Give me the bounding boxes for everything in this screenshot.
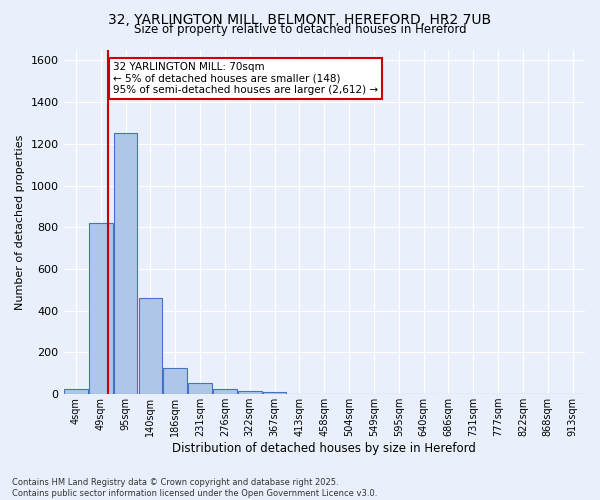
Bar (163, 368, 187, 394)
Bar (64, 389, 88, 394)
Text: Size of property relative to detached houses in Hereford: Size of property relative to detached ho… (134, 22, 466, 36)
Y-axis label: Number of detached properties: Number of detached properties (15, 134, 25, 310)
Text: 32, YARLINGTON MILL, BELMONT, HEREFORD, HR2 7UB: 32, YARLINGTON MILL, BELMONT, HEREFORD, … (109, 12, 491, 26)
Bar (213, 389, 237, 394)
Bar (263, 392, 286, 394)
Text: 32 YARLINGTON MILL: 70sqm
← 5% of detached houses are smaller (148)
95% of semi-: 32 YARLINGTON MILL: 70sqm ← 5% of detach… (113, 62, 379, 95)
Bar (89, 223, 113, 394)
Bar (114, 134, 137, 394)
Text: Contains HM Land Registry data © Crown copyright and database right 2025.
Contai: Contains HM Land Registry data © Crown c… (12, 478, 377, 498)
Bar (238, 391, 262, 394)
Bar (188, 382, 212, 394)
Bar (139, 298, 162, 394)
X-axis label: Distribution of detached houses by size in Hereford: Distribution of detached houses by size … (172, 442, 476, 455)
